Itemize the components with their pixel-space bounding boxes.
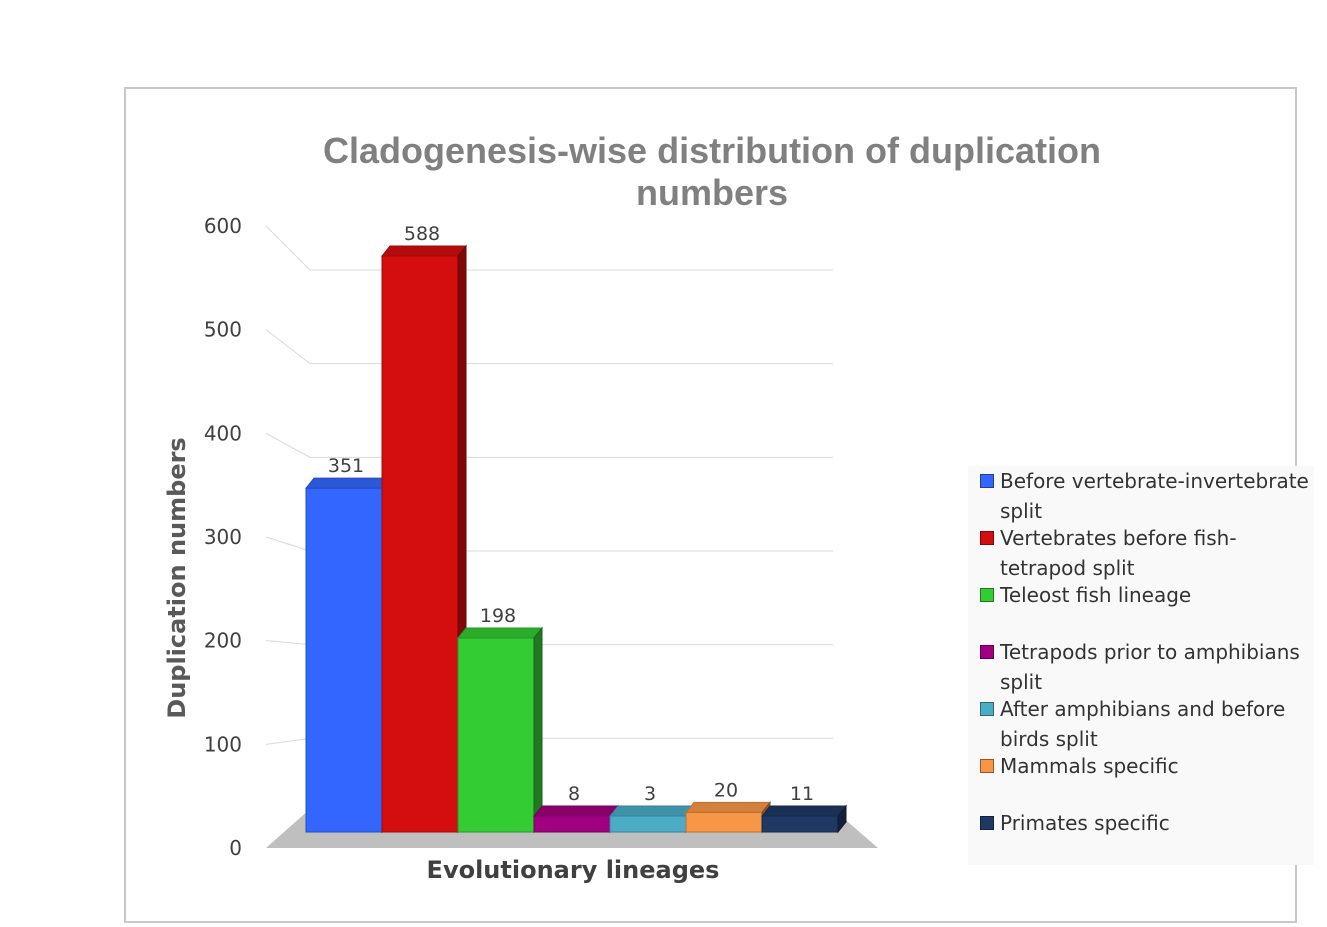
legend-label: Teleost fish lineage — [1000, 583, 1192, 607]
bar-2 — [380, 244, 468, 834]
y-tick-label: 0 — [229, 836, 242, 860]
grid-line — [265, 329, 833, 365]
legend-swatch — [980, 702, 994, 716]
y-tick-label: 500 — [204, 318, 242, 342]
legend-label: After amphibians and before birds split — [1000, 697, 1286, 751]
bar-top — [532, 805, 620, 817]
bar-4 — [532, 804, 620, 834]
legend-item: Before vertebrate-invertebrate split — [980, 466, 1310, 526]
bar-front — [381, 255, 459, 833]
legend-swatch — [980, 759, 994, 773]
legend-item: Primates specific — [980, 808, 1310, 838]
legend-item: After amphibians and before birds split — [980, 694, 1310, 754]
legend-label: Before vertebrate-invertebrate split — [1000, 469, 1309, 523]
bar-top — [760, 805, 848, 817]
bar-5 — [608, 804, 696, 834]
data-label: 20 — [714, 779, 738, 801]
legend-item: Mammals specific — [980, 751, 1310, 781]
bar-front — [609, 815, 687, 833]
grid-line — [265, 225, 833, 271]
bar-top — [608, 805, 696, 817]
data-label: 588 — [404, 223, 440, 245]
legend-swatch — [980, 588, 994, 602]
y-axis-label-text: Duplication numbers — [163, 437, 191, 719]
legend: Before vertebrate-invertebrate split Vert… — [968, 466, 1314, 865]
bar-6 — [684, 800, 772, 834]
bar-top — [684, 801, 772, 813]
y-tick-label: 100 — [204, 732, 242, 756]
chart-title: Cladogenesis-wise distribution of duplic… — [322, 130, 1102, 213]
x-axis-label: Evolutionary lineages — [426, 856, 720, 884]
legend-label: Primates specific — [1000, 811, 1170, 835]
bar-front — [685, 811, 763, 833]
data-label: 11 — [790, 783, 814, 805]
legend-item: Vertebrates before fish-tetrapod split — [980, 523, 1310, 583]
legend-swatch — [980, 474, 994, 488]
bar-3 — [456, 626, 544, 834]
y-tick-label: 300 — [204, 525, 242, 549]
y-tick-label: 600 — [204, 214, 242, 238]
legend-label: Mammals specific — [1000, 754, 1179, 778]
bar-front — [305, 487, 383, 833]
data-label: 198 — [480, 605, 516, 627]
bar-front — [761, 815, 839, 833]
grid-line — [265, 432, 833, 458]
bar-top — [456, 627, 544, 639]
legend-label: Tetrapods prior to amphibians split — [1000, 640, 1300, 694]
legend-label: Vertebrates before fish-tetrapod split — [1000, 526, 1237, 580]
bar-side — [837, 804, 847, 834]
bar-top — [304, 477, 392, 489]
bar-front — [457, 637, 535, 833]
legend-swatch — [980, 531, 994, 545]
bar-side — [533, 626, 543, 834]
legend-item: Teleost fish lineage — [980, 580, 1310, 610]
y-tick-label: 400 — [204, 421, 242, 445]
data-label: 8 — [568, 783, 580, 805]
bar-7 — [760, 804, 848, 834]
bar-top — [380, 245, 468, 257]
bar-front — [533, 815, 611, 833]
data-label: 351 — [328, 455, 364, 477]
y-tick-label: 200 — [204, 629, 242, 653]
legend-item: Tetrapods prior to amphibians split — [980, 637, 1310, 697]
legend-swatch — [980, 816, 994, 830]
bar-1 — [304, 476, 392, 834]
legend-swatch — [980, 645, 994, 659]
data-label: 3 — [644, 783, 656, 805]
